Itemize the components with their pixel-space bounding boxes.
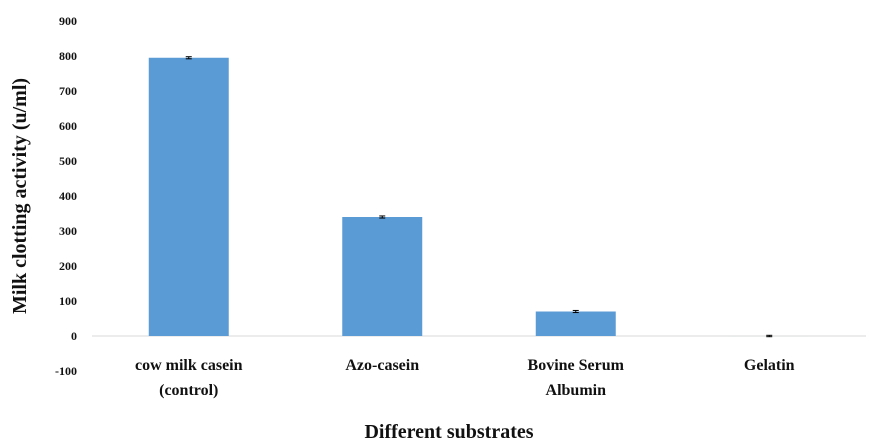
x-category-label: Albumin bbox=[546, 382, 607, 399]
y-tick-label: -100 bbox=[55, 364, 77, 378]
y-axis-title: Milk clotting activity (u/ml) bbox=[9, 78, 31, 314]
y-tick-label: 300 bbox=[59, 224, 77, 238]
bars-group bbox=[148, 57, 810, 337]
x-axis-title: Different substrates bbox=[364, 421, 533, 443]
bar bbox=[342, 217, 423, 336]
error-bars-group bbox=[185, 56, 773, 338]
x-category-label: Gelatin bbox=[744, 357, 795, 374]
y-tick-label: 500 bbox=[59, 154, 77, 168]
x-category-label: Azo-casein bbox=[345, 357, 419, 374]
y-tick-label: 200 bbox=[59, 259, 77, 273]
x-axis-category-labels: cow milk casein (control) Azo-casein Bovine… bbox=[135, 357, 795, 399]
y-tick-label: 0 bbox=[71, 329, 77, 343]
y-axis-ticks: -100 0 100 200 300 400 500 600 700 800 900 bbox=[55, 14, 77, 378]
y-tick-label: 600 bbox=[59, 119, 77, 133]
y-tick-label: 400 bbox=[59, 189, 77, 203]
x-category-label: Bovine Serum bbox=[528, 357, 625, 374]
y-tick-label: 900 bbox=[59, 14, 77, 28]
y-tick-label: 800 bbox=[59, 49, 77, 63]
y-tick-label: 100 bbox=[59, 294, 77, 308]
bar bbox=[148, 57, 229, 336]
bar bbox=[535, 311, 616, 336]
y-tick-label: 700 bbox=[59, 84, 77, 98]
x-category-label: (control) bbox=[159, 382, 218, 399]
x-category-label: cow milk casein bbox=[135, 357, 243, 374]
